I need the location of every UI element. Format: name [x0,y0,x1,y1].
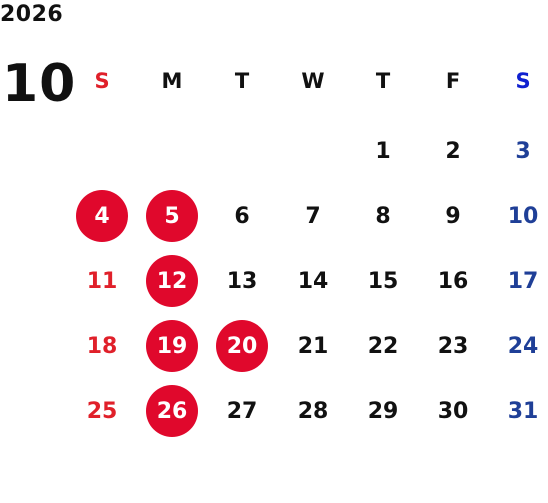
day-cell[interactable]: 25 [86,398,118,424]
day-cell-holiday[interactable]: 5 [146,190,198,242]
day-cell[interactable]: 29 [367,398,399,424]
weekday-header-wednesday: W [301,69,325,93]
weekday-header-tuesday: T [234,69,250,93]
day-cell[interactable]: 24 [507,333,539,359]
day-cell-holiday[interactable]: 4 [76,190,128,242]
day-cell[interactable]: 7 [305,203,321,229]
day-cell[interactable]: 14 [297,268,329,294]
day-cell-holiday[interactable]: 26 [146,385,198,437]
day-cell[interactable]: 15 [367,268,399,294]
day-cell[interactable]: 11 [86,268,118,294]
weekday-header-monday: M [161,69,183,93]
weekday-header-friday: F [445,69,461,93]
day-cell-holiday[interactable]: 19 [146,320,198,372]
day-cell[interactable]: 6 [234,203,250,229]
day-cell[interactable]: 21 [297,333,329,359]
day-cell[interactable]: 30 [437,398,469,424]
day-cell[interactable]: 9 [445,203,461,229]
day-cell[interactable]: 22 [367,333,399,359]
weekday-header-thursday: T [375,69,391,93]
day-cell[interactable]: 27 [226,398,258,424]
day-cell[interactable]: 10 [507,203,539,229]
day-cell[interactable]: 8 [375,203,391,229]
day-cell[interactable]: 3 [515,138,531,164]
weekday-header-sunday: S [94,69,110,93]
day-cell[interactable]: 13 [226,268,258,294]
day-cell-holiday[interactable]: 12 [146,255,198,307]
day-cell[interactable]: 31 [507,398,539,424]
day-cell[interactable]: 18 [86,333,118,359]
day-cell[interactable]: 1 [375,138,391,164]
calendar-year: 2026 [0,2,64,27]
calendar-month: 10 [2,54,77,114]
day-cell[interactable]: 16 [437,268,469,294]
weekday-header-saturday: S [515,69,531,93]
day-cell[interactable]: 2 [445,138,461,164]
day-cell-holiday[interactable]: 20 [216,320,268,372]
day-cell[interactable]: 17 [507,268,539,294]
day-cell[interactable]: 23 [437,333,469,359]
day-cell[interactable]: 28 [297,398,329,424]
